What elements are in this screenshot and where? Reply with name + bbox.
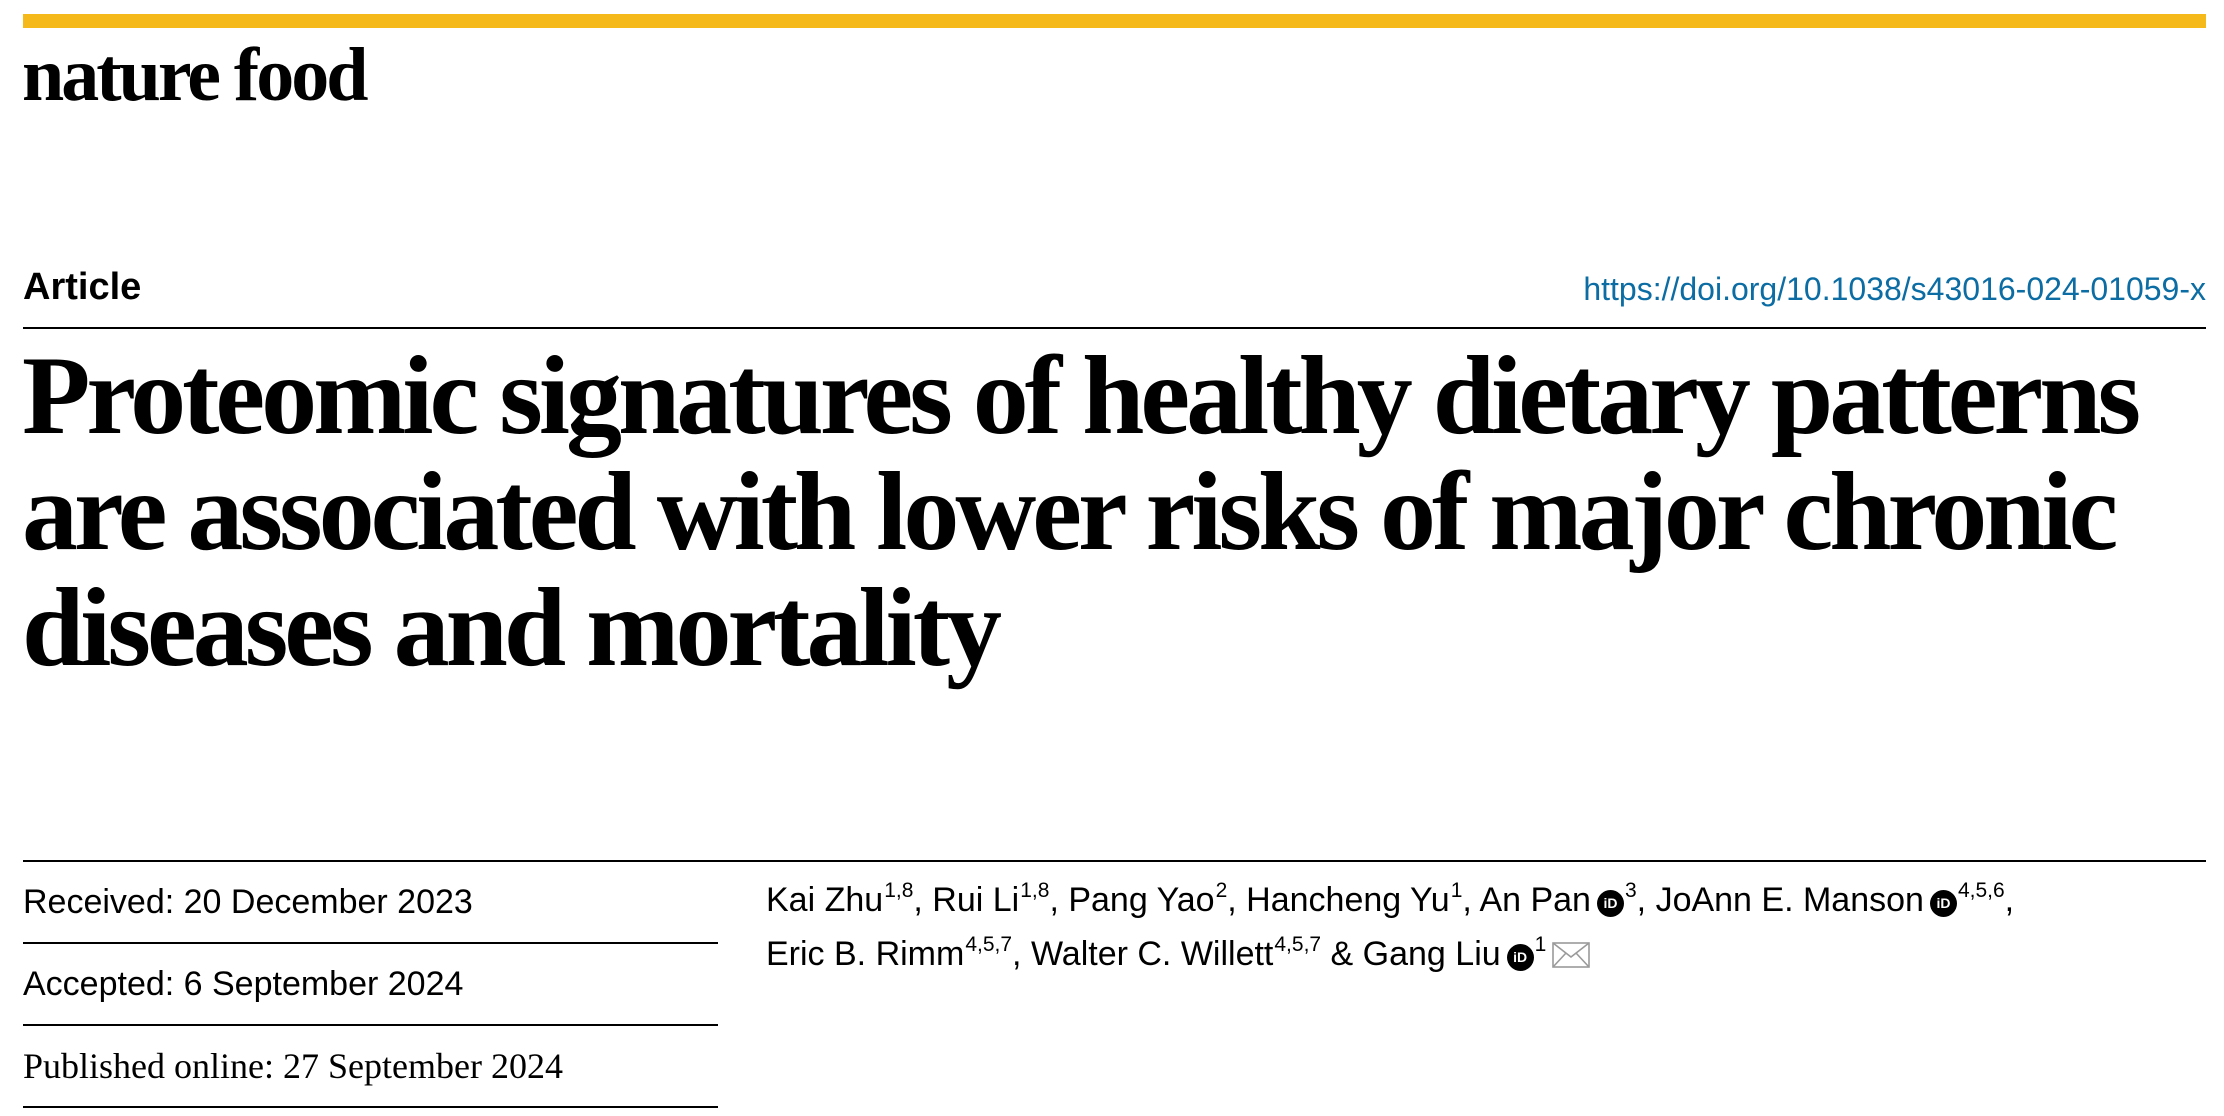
author-entry: Eric B. Rimm4,5,7 xyxy=(766,933,1013,973)
author-name[interactable]: Gang Liu xyxy=(1362,935,1501,973)
affiliation-superscript: 4,5,7 xyxy=(965,933,1013,956)
article-title: Proteomic signatures of healthy dietary … xyxy=(22,334,2141,690)
affiliation-superscript: 1,8 xyxy=(884,879,914,902)
envelope-icon[interactable] xyxy=(1552,942,1591,968)
affiliation-superscript: 1,8 xyxy=(1020,879,1050,902)
author-name[interactable]: Kai Zhu xyxy=(766,881,884,919)
article-type-label: Article xyxy=(23,266,142,308)
affiliation-superscript: 1 xyxy=(1534,933,1547,956)
affiliation-superscript: 3 xyxy=(1624,879,1637,902)
author-entry: An Pan iD3 xyxy=(1479,879,1637,919)
author-entry: Gang Liu iD1 xyxy=(1362,933,1591,973)
journal-accent-bar xyxy=(23,14,2206,28)
author-entry: Walter C. Willett4,5,7 xyxy=(1030,933,1322,973)
orcid-icon[interactable]: iD xyxy=(1929,890,1957,917)
orcid-icon[interactable]: iD xyxy=(1596,890,1624,917)
published-date: Published online: 27 September 2024 xyxy=(23,1026,718,1108)
author-list: Kai Zhu1,8, Rui Li1,8, Pang Yao2, Hanche… xyxy=(766,879,2015,973)
author-name[interactable]: Rui Li xyxy=(932,881,1020,919)
orcid-icon[interactable]: iD xyxy=(1506,944,1534,971)
author-entry: Kai Zhu1,8 xyxy=(766,879,914,919)
author-name[interactable]: Hancheng Yu xyxy=(1246,881,1450,919)
affiliation-superscript: 2 xyxy=(1215,879,1228,902)
publication-dates: Received: 20 December 2023 Accepted: 6 S… xyxy=(23,862,718,1108)
author-name[interactable]: JoAnn E. Manson xyxy=(1655,881,1924,919)
author-entry: Hancheng Yu1 xyxy=(1246,879,1463,919)
author-name[interactable]: An Pan xyxy=(1479,881,1591,919)
received-date: Received: 20 December 2023 xyxy=(23,862,718,944)
affiliation-superscript: 4,5,7 xyxy=(1274,933,1322,956)
author-name[interactable]: Walter C. Willett xyxy=(1030,935,1274,973)
author-entry: Rui Li1,8 xyxy=(932,879,1050,919)
affiliation-superscript: 4,5,6 xyxy=(1957,879,2005,902)
affiliation-superscript: 1 xyxy=(1450,879,1463,902)
author-entry: Pang Yao2 xyxy=(1068,879,1228,919)
author-entry: JoAnn E. Manson iD4,5,6 xyxy=(1655,879,2005,919)
doi-link[interactable]: https://doi.org/10.1038/s43016-024-01059… xyxy=(1583,271,2206,307)
author-name[interactable]: Pang Yao xyxy=(1068,881,1215,919)
journal-logo[interactable]: nature food xyxy=(22,33,369,117)
header-divider xyxy=(23,327,2206,329)
metadata-divider xyxy=(23,860,2206,862)
accepted-date: Accepted: 6 September 2024 xyxy=(23,944,718,1026)
author-name[interactable]: Eric B. Rimm xyxy=(766,935,965,973)
